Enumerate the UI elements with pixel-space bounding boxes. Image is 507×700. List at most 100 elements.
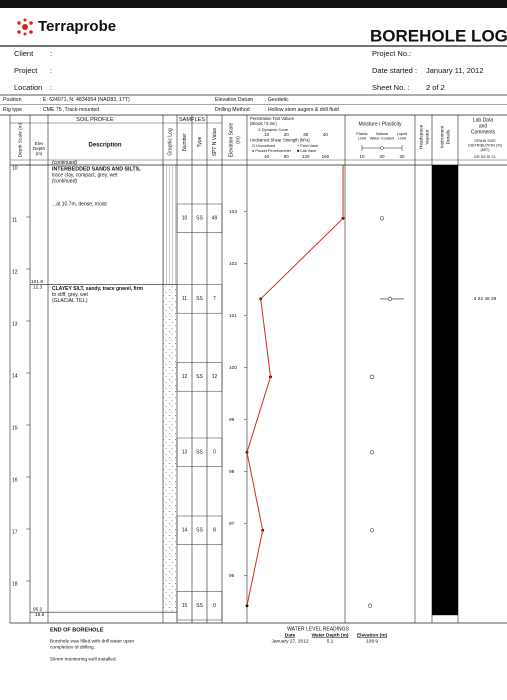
meta-label: Elevation Datum: [215, 97, 253, 103]
layer-description: (continued): [52, 178, 77, 184]
header-label: and: [479, 123, 488, 129]
info-value: 2 of 2: [426, 83, 445, 92]
legend-label: ■ Lab Vane: [297, 149, 316, 153]
log-title: BOREHOLE LOG 3: [370, 26, 507, 45]
tick-label: 10: [359, 154, 365, 159]
depth-tick-label: 10: [12, 165, 18, 171]
moisture-point: [367, 603, 373, 608]
legend-label: ● Pocket Penetrometer: [252, 149, 292, 153]
spt-value: 12: [212, 374, 218, 380]
elevation-tick-label: 99: [229, 417, 235, 423]
tick-label: 20: [284, 132, 290, 137]
header-label: Headspace: [418, 125, 424, 150]
sample-box: [176, 515, 223, 545]
info-label: Project No.:: [372, 49, 411, 58]
water-level-header: Elevation (m): [357, 632, 388, 638]
header-label: (m): [36, 151, 43, 156]
spt-value: 0: [213, 450, 216, 456]
header-label: Type: [197, 136, 203, 147]
header-label: Undrained Shear Strength (kPa): [250, 138, 310, 143]
meta-value: : Hollow stem augers & drill fluid: [265, 107, 339, 113]
sample-box: [176, 591, 223, 621]
sample-box: [176, 437, 223, 467]
layer-description: INTERBEDDED SANDS AND SILTS,: [52, 166, 141, 172]
tick-label: 10: [264, 132, 270, 137]
elevation-tick-label: 96: [229, 573, 235, 579]
logo-icon: [17, 18, 33, 36]
header-label: Vapour: [424, 129, 430, 145]
water-level-cell: 108.9: [366, 638, 378, 644]
elevation-tick-label: 101: [229, 313, 237, 319]
water-level-cell: 5.1: [327, 638, 334, 644]
meta-value: : E: 624971, N: 4834954 (NAD83, 17T): [40, 97, 130, 103]
meta-value: : Geodetic: [265, 97, 289, 103]
layer-depth: 12.3: [33, 284, 43, 290]
header-label: Elevation Scale: [228, 123, 234, 158]
sample-type: SS: [196, 374, 203, 380]
header-label: Graphic Log: [167, 128, 173, 155]
info-value: :: [50, 83, 52, 92]
graphic-log: [163, 284, 177, 613]
tick-label: 40: [323, 132, 329, 137]
header-label: Limit: [358, 137, 367, 141]
end-elevation: 95.2: [33, 606, 43, 612]
meta-label: Position: [3, 97, 22, 103]
header-label: Description: [88, 143, 121, 149]
header-label: Limit: [398, 137, 407, 141]
end-depth: 18.6: [35, 612, 45, 618]
sample-number: 14: [182, 528, 188, 534]
elevation-tick-label: 103: [229, 209, 237, 215]
layer-description: to stiff, grey, wet: [52, 292, 89, 298]
tick-label: 30: [399, 154, 405, 159]
header-label: Lab Data: [473, 117, 494, 123]
header-label: SAMPLES: [179, 117, 205, 123]
meta-label: Drilling Method: [215, 107, 250, 113]
sample-number: 15: [182, 603, 188, 609]
spt-value: 7: [213, 296, 216, 302]
sample-box: [176, 203, 223, 233]
sample-type: SS: [196, 528, 203, 534]
info-label: Project: [14, 66, 38, 75]
header-label: DISTRIBUTION (%): [468, 144, 502, 148]
spt-value: 0: [213, 603, 216, 609]
graphic-log: [163, 165, 177, 285]
water-level-header: Water Depth (m): [312, 632, 349, 638]
water-level-header: Date: [285, 632, 296, 638]
header-label: Depth Scale (m): [17, 122, 23, 157]
header-label: Moisture / Plasticity: [358, 121, 402, 127]
elevation-tick-label: 98: [229, 469, 235, 475]
instrument-column: [432, 165, 458, 616]
end-note: Borehole was filled with drill water upo…: [50, 638, 134, 644]
sample-type: SS: [196, 603, 203, 609]
moisture-point: [387, 296, 393, 302]
info-label: Sheet No. :: [372, 83, 410, 92]
water-level-cell: January 27, 2012: [271, 638, 308, 644]
header-label: Natural: [376, 132, 388, 136]
depth-tick-label: 12: [12, 269, 18, 275]
header-label: Comments: [471, 129, 496, 135]
layer-description: (GLACIAL TILL): [52, 298, 88, 304]
info-value: :: [50, 66, 52, 75]
header-label: (continued): [52, 160, 77, 166]
meta-value: : CME 75 ,Track-mounted: [40, 107, 99, 113]
elevation-tick-label: 100: [229, 365, 237, 371]
tick-label: 120: [302, 154, 310, 159]
tick-label: 160: [322, 154, 330, 159]
depth-tick-label: 11: [12, 217, 17, 223]
top-bar: [0, 0, 507, 8]
spt-value: 49: [212, 216, 218, 222]
header-label: Details: [445, 129, 451, 144]
end-note: completion of drilling.: [50, 644, 95, 650]
sample-number: 12: [182, 374, 188, 380]
layer-description: trace clay, compact, grey, wet: [52, 172, 118, 178]
tick-label: 30: [303, 132, 309, 137]
header-label: GRAIN SIZE: [474, 139, 496, 143]
grain-size: 3 22 46 29: [474, 296, 497, 302]
sample-type: SS: [196, 296, 203, 302]
water-level-title: WATER LEVEL READINGS: [287, 626, 349, 632]
header-label: SOIL PROFILE: [76, 117, 114, 123]
logo-text: Terraprobe: [38, 18, 116, 35]
header-label: Water Content: [370, 137, 395, 141]
layer-description: CLAYEY SILT, sandy, trace gravel, firm: [52, 286, 144, 292]
